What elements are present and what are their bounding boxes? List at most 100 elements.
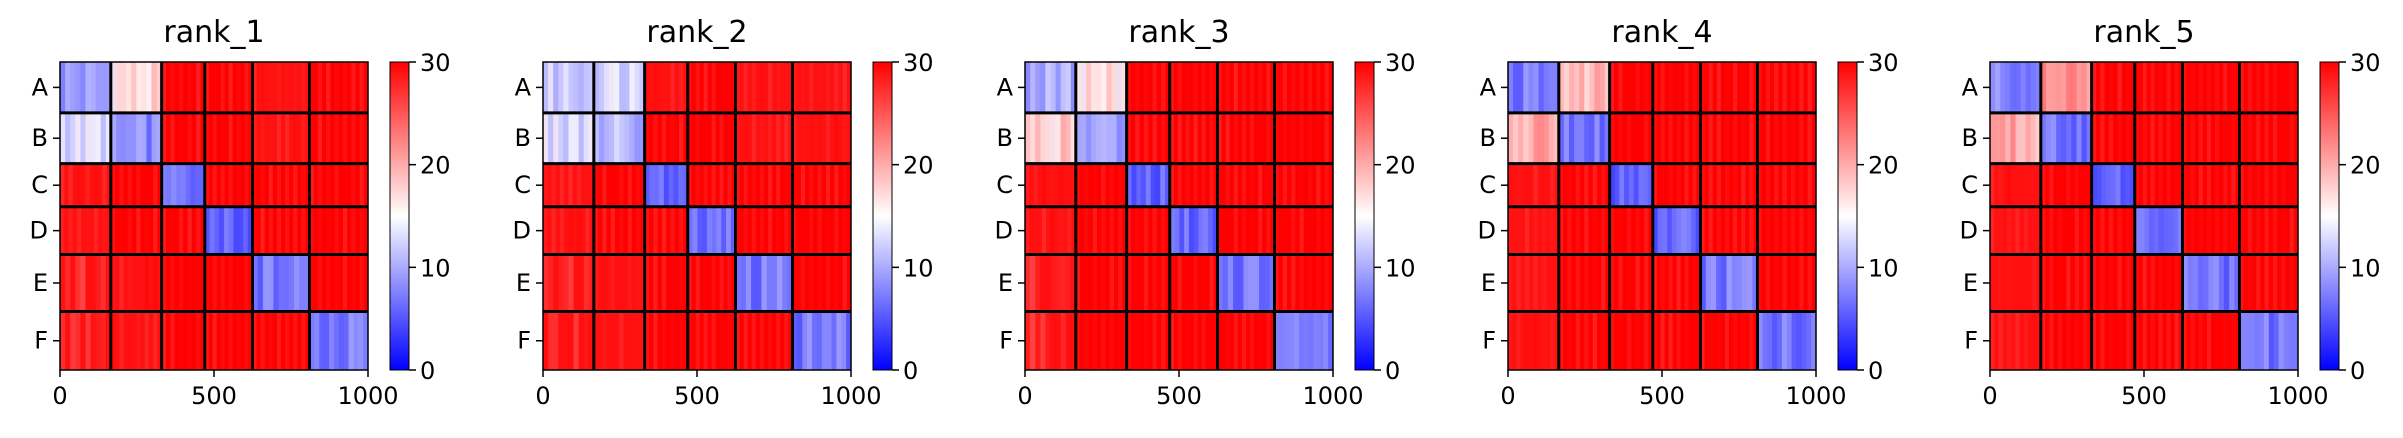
cell-streak [334,112,339,164]
cell-streak [212,163,217,207]
cell-streak [800,163,806,207]
heatmap-cell [1990,163,2041,207]
heatmap-cell [1609,254,1653,312]
cell-streak [2258,311,2265,370]
cell-streak [1193,254,1198,312]
cell-streak [619,254,624,312]
cell-streak [809,254,814,312]
cell-streak [276,112,281,164]
cell-streak [1652,62,1657,113]
heatmap-cell [1558,311,1610,370]
x-tick-label: 0 [52,382,67,410]
cell-streak [119,254,124,312]
y-tick-label: D [1960,217,1978,245]
cell-streak [1692,311,1697,370]
cell-streak [1513,62,1519,113]
cell-streak [326,163,331,207]
cell-streak [1035,62,1041,113]
cell-streak [653,254,658,312]
cell-streak [252,206,257,255]
cell-streak [1708,112,1713,164]
cell-streak [727,112,732,164]
cell-streak [1025,311,1031,370]
cell-streak [1668,254,1673,312]
cell-streak [776,311,781,370]
cell-streak [1541,206,1547,255]
cell-streak [1644,62,1649,113]
cell-streak [1668,112,1673,164]
cell-streak [711,112,716,164]
cell-streak [1508,206,1513,255]
cell-streak [2066,163,2071,207]
cell-streak [543,311,549,370]
cell-streak [144,206,149,255]
cell-streak [2158,163,2163,207]
heatmap-cell [735,163,793,207]
cell-streak [1790,206,1796,255]
cell-streak [711,163,716,207]
cell-streak [1065,112,1072,164]
cell-streak [260,206,265,255]
heatmap-cell [2239,62,2298,113]
cell-streak [548,254,554,312]
cell-streak [252,254,258,312]
cell-streak [2206,62,2211,113]
cell-streak [1201,254,1206,312]
cell-streak [759,62,764,113]
cell-streak [110,206,116,255]
cell-streak [1776,311,1783,370]
cell-streak [593,163,599,207]
cell-streak [260,62,265,113]
colorbar-tick-label: 20 [420,152,451,180]
cell-streak [559,206,565,255]
cell-streak [1201,112,1206,164]
cell-streak [199,163,206,207]
y-tick-label: B [32,124,48,152]
cell-streak [2125,163,2131,207]
cell-streak [214,206,220,255]
cell-streak [2198,163,2203,207]
cell-streak [363,311,369,370]
cell-streak [1807,206,1812,255]
cell-streak [2066,254,2071,312]
heatmap-cell [1126,206,1170,255]
cell-streak [1584,311,1589,370]
cell-streak [185,163,191,207]
cell-streak [735,62,740,113]
cell-streak [1067,206,1072,255]
cell-streak [1241,311,1246,370]
cell-streak [2223,254,2230,312]
cell-streak [1307,254,1313,312]
cell-streak [603,62,610,113]
cell-streak [301,311,306,370]
cell-streak [144,311,149,370]
cell-streak [1274,112,1279,164]
cell-streak [1225,311,1230,370]
cell-streak [703,163,708,207]
cell-streak [304,254,310,312]
cell-streak [2108,254,2114,312]
cell-streak [1161,254,1166,312]
cell-streak [1518,112,1524,164]
cell-streak [1604,62,1610,113]
cell-streak [65,311,71,370]
cell-streak [2108,311,2114,370]
heatmap-cell [1217,112,1275,164]
cell-streak [1177,254,1182,312]
cell-streak [309,62,314,113]
cell-streak [301,112,306,164]
cell-streak [2126,311,2131,370]
cell-streak [614,112,620,164]
cell-streak [236,112,241,164]
cell-streak [1050,206,1055,255]
heatmap-cell [1700,62,1758,113]
cell-streak [1516,311,1521,370]
cell-streak [553,62,559,113]
cell-streak [1225,112,1230,164]
cell-streak [1060,62,1066,113]
cell-streak [257,254,264,312]
cell-streak [1299,62,1304,113]
cell-streak [784,62,789,113]
x-tick-label: 500 [2121,382,2167,410]
